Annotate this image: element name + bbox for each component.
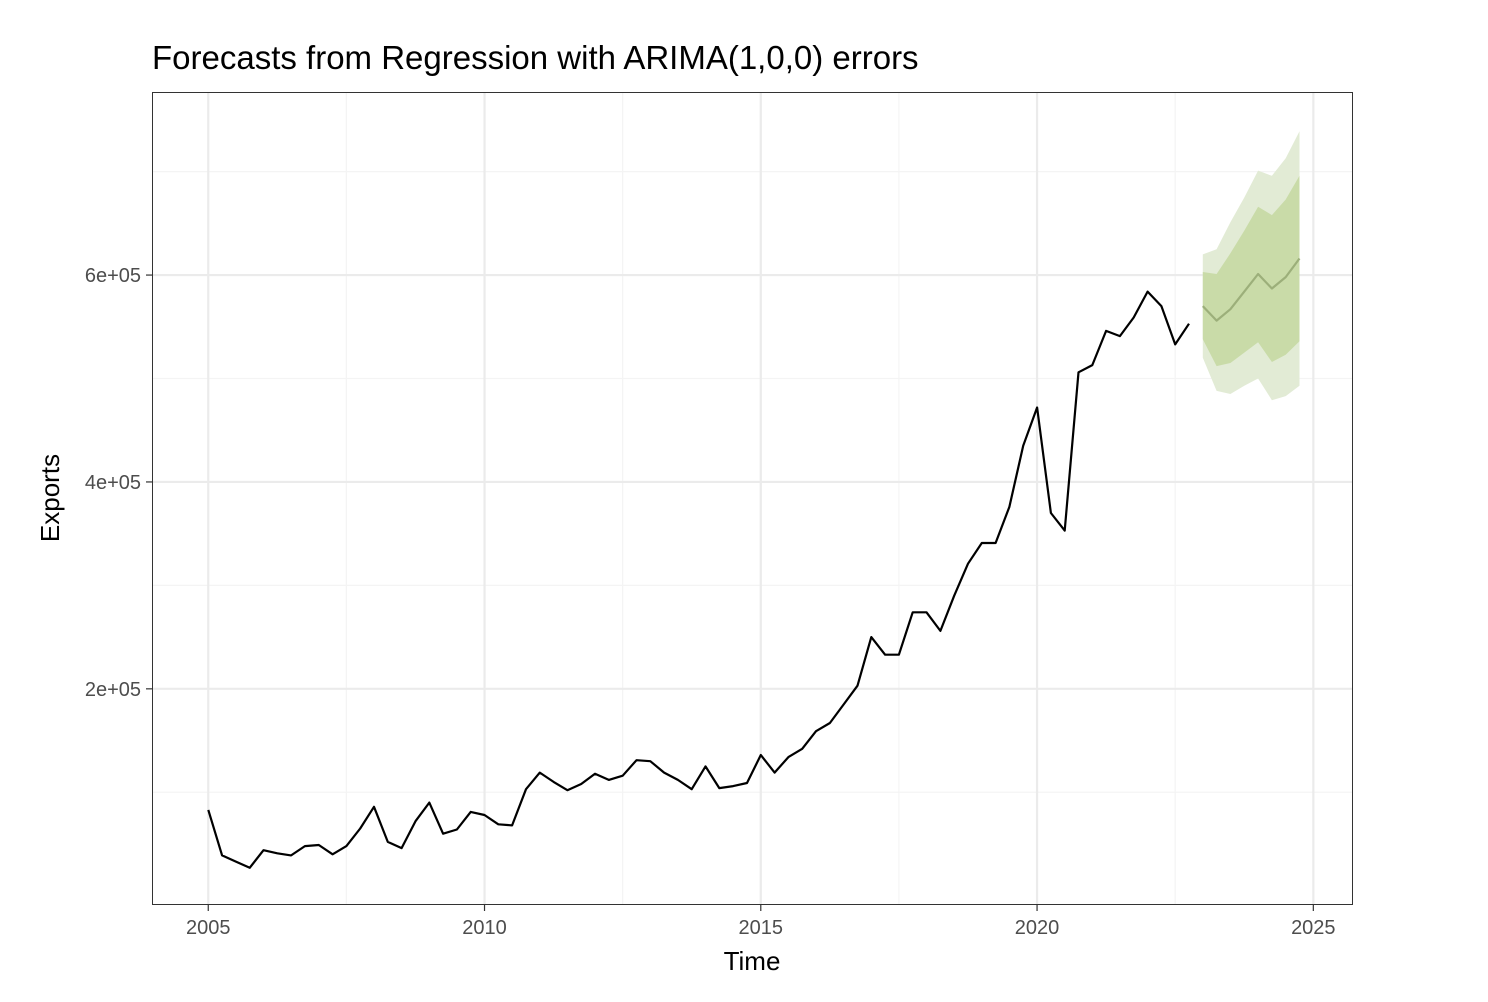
y-tick-label: 4e+05: [85, 472, 141, 494]
exports-series-line: [207, 290, 1190, 869]
x-tick-label: 2005: [186, 917, 231, 939]
y-tick-label: 6e+05: [85, 265, 141, 287]
x-tick-label: 2025: [1291, 917, 1336, 939]
x-axis: 2005 2010 2015 2020 2025: [186, 904, 1336, 939]
forecast-intervals: [1202, 131, 1300, 401]
forecast-mean-line: [1202, 257, 1301, 322]
grid-major: [153, 93, 1352, 904]
x-tick-label: 2010: [462, 917, 507, 939]
x-axis-title: Time: [724, 946, 781, 976]
grid-minor: [153, 93, 1352, 904]
series-lines: [207, 257, 1301, 869]
panel-border: [152, 92, 1353, 905]
y-axis-title: Exports: [35, 454, 65, 542]
y-axis: 2e+05 4e+05 6e+05: [85, 265, 153, 701]
y-tick-label: 2e+05: [85, 679, 141, 701]
x-tick-label: 2015: [739, 917, 784, 939]
forecast-band-80: [1202, 175, 1300, 367]
chart-title: Forecasts from Regression with ARIMA(1,0…: [152, 39, 919, 76]
x-tick-label: 2020: [1015, 917, 1060, 939]
